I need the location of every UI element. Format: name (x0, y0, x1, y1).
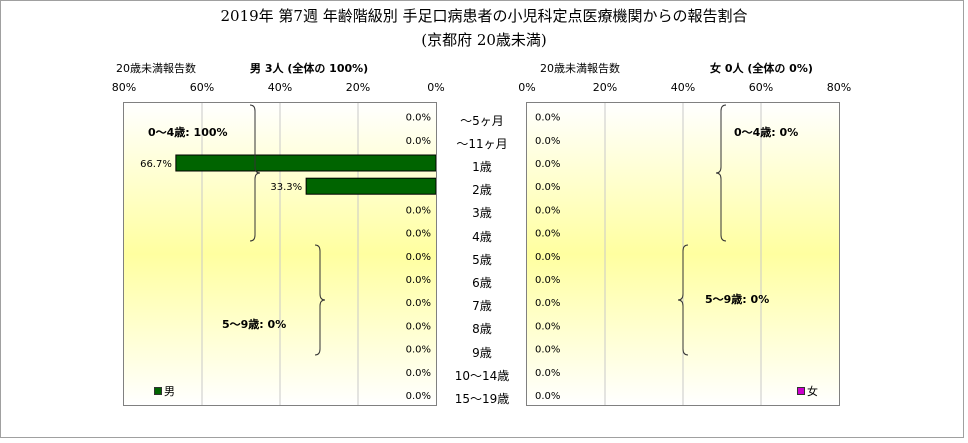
x-tick-label: 0% (427, 81, 445, 94)
age-category-label: 8歳 (472, 322, 492, 337)
male-legend-swatch (154, 387, 162, 395)
bar-value-label: 0.0% (535, 229, 560, 240)
female-group1-label: 0～4歳: 0% (734, 126, 799, 139)
female-group1-bracket (715, 104, 727, 242)
bar-value-label: 0.0% (406, 252, 431, 263)
male-legend: 男 (154, 383, 175, 399)
female-legend: 女 (797, 383, 818, 399)
bar-value-label: 0.0% (535, 321, 560, 332)
chart-title: 2019年 第7週 年齢階級別 手足口病患者の小児科定点医療機関からの報告割合 (220, 7, 748, 25)
age-category-label: 10～14歳 (454, 368, 510, 383)
female-legend-label: 女 (807, 385, 818, 398)
bar-value-label: 0.0% (406, 113, 431, 124)
female-group2-label: 5～9歳: 0% (705, 293, 770, 306)
male-legend-label: 男 (164, 385, 175, 398)
male-count-summary: 男 3人 (全体の 100%) (250, 62, 369, 75)
age-category-label: ～11ヶ月 (456, 136, 508, 151)
male-group1-label: 0～4歳: 100% (148, 126, 228, 139)
age-category-label: 9歳 (472, 345, 492, 360)
bar-value-label: 0.0% (406, 205, 431, 216)
age-category-label: ～5ヶ月 (460, 113, 504, 128)
age-category-label: 7歳 (472, 299, 492, 314)
bar-value-label: 0.0% (535, 368, 560, 379)
bar-value-label: 0.0% (535, 345, 560, 356)
male-group1-bracket (249, 104, 261, 242)
age-category-label: 6歳 (472, 276, 492, 290)
bar-value-label: 0.0% (535, 159, 560, 170)
bar-value-label: 0.0% (406, 136, 431, 147)
bar-value-label: 33.3% (270, 182, 302, 193)
bar-value-label: 0.0% (406, 275, 431, 286)
age-category-label: 3歳 (472, 206, 492, 221)
bar-value-label: 0.0% (406, 391, 431, 402)
bar (305, 177, 436, 195)
x-tick-label: 80% (826, 81, 852, 94)
x-tick-label: 80% (111, 81, 137, 94)
age-category-label: 1歳 (472, 160, 492, 174)
bar-value-label: 0.0% (406, 298, 431, 309)
bar-value-label: 0.0% (535, 182, 560, 193)
chart-subtitle: (京都府 20歳未満) (421, 31, 547, 49)
female-bar-chart: 0.0% 0.0% 0.0% 0.0% 0.0% 0.0% 0.0% 0.0% 0.0% 0.0%… (527, 103, 839, 405)
age-category-label: 2歳 (472, 183, 492, 198)
female-group2-bracket (677, 244, 689, 356)
bar-value-label: 0.0% (535, 252, 560, 263)
bar-value-label: 0.0% (406, 321, 431, 332)
x-tick-label: 0% (518, 81, 536, 94)
x-tick-label: 40% (670, 81, 696, 94)
male-group2-bracket (314, 244, 326, 356)
x-tick-label: 20% (345, 81, 371, 94)
bar-value-label: 66.7% (140, 159, 172, 170)
bar-value-label: 0.0% (535, 205, 560, 216)
bar-value-label: 0.0% (406, 345, 431, 356)
bar-value-label: 0.0% (535, 298, 560, 309)
bar-value-label: 0.0% (406, 368, 431, 379)
male-bar-chart: 0.0% 0.0% 66.7% 33.3% 0.0% 0.0% 0.0% 0.0% 0.0% 0.… (124, 103, 436, 405)
x-tick-label: 60% (189, 81, 215, 94)
bar-value-label: 0.0% (406, 229, 431, 240)
age-category-label: 15～19歳 (454, 392, 510, 406)
male-plot-area: 0.0% 0.0% 66.7% 33.3% 0.0% 0.0% 0.0% 0.0% 0.0% 0.… (123, 102, 437, 406)
male-group2-label: 5～9歳: 0% (222, 318, 287, 331)
female-plot-area: 0.0% 0.0% 0.0% 0.0% 0.0% 0.0% 0.0% 0.0% 0.0% 0.0%… (526, 102, 840, 406)
age-category-label: 4歳 (472, 229, 492, 244)
bar-value-label: 0.0% (535, 391, 560, 402)
x-tick-label: 20% (592, 81, 618, 94)
age-category-label: 5歳 (472, 252, 492, 267)
x-tick-label: 40% (267, 81, 293, 94)
female-legend-swatch (797, 387, 805, 395)
bar-value-label: 0.0% (535, 136, 560, 147)
bar (175, 154, 436, 172)
bar-value-label: 0.0% (535, 275, 560, 286)
x-tick-label: 60% (748, 81, 774, 94)
female-count-header-label: 20歳未満報告数 (540, 62, 620, 75)
male-count-header-label: 20歳未満報告数 (116, 62, 196, 75)
female-count-summary: 女 0人 (全体の 0%) (710, 62, 813, 75)
bar-value-label: 0.0% (535, 113, 560, 124)
